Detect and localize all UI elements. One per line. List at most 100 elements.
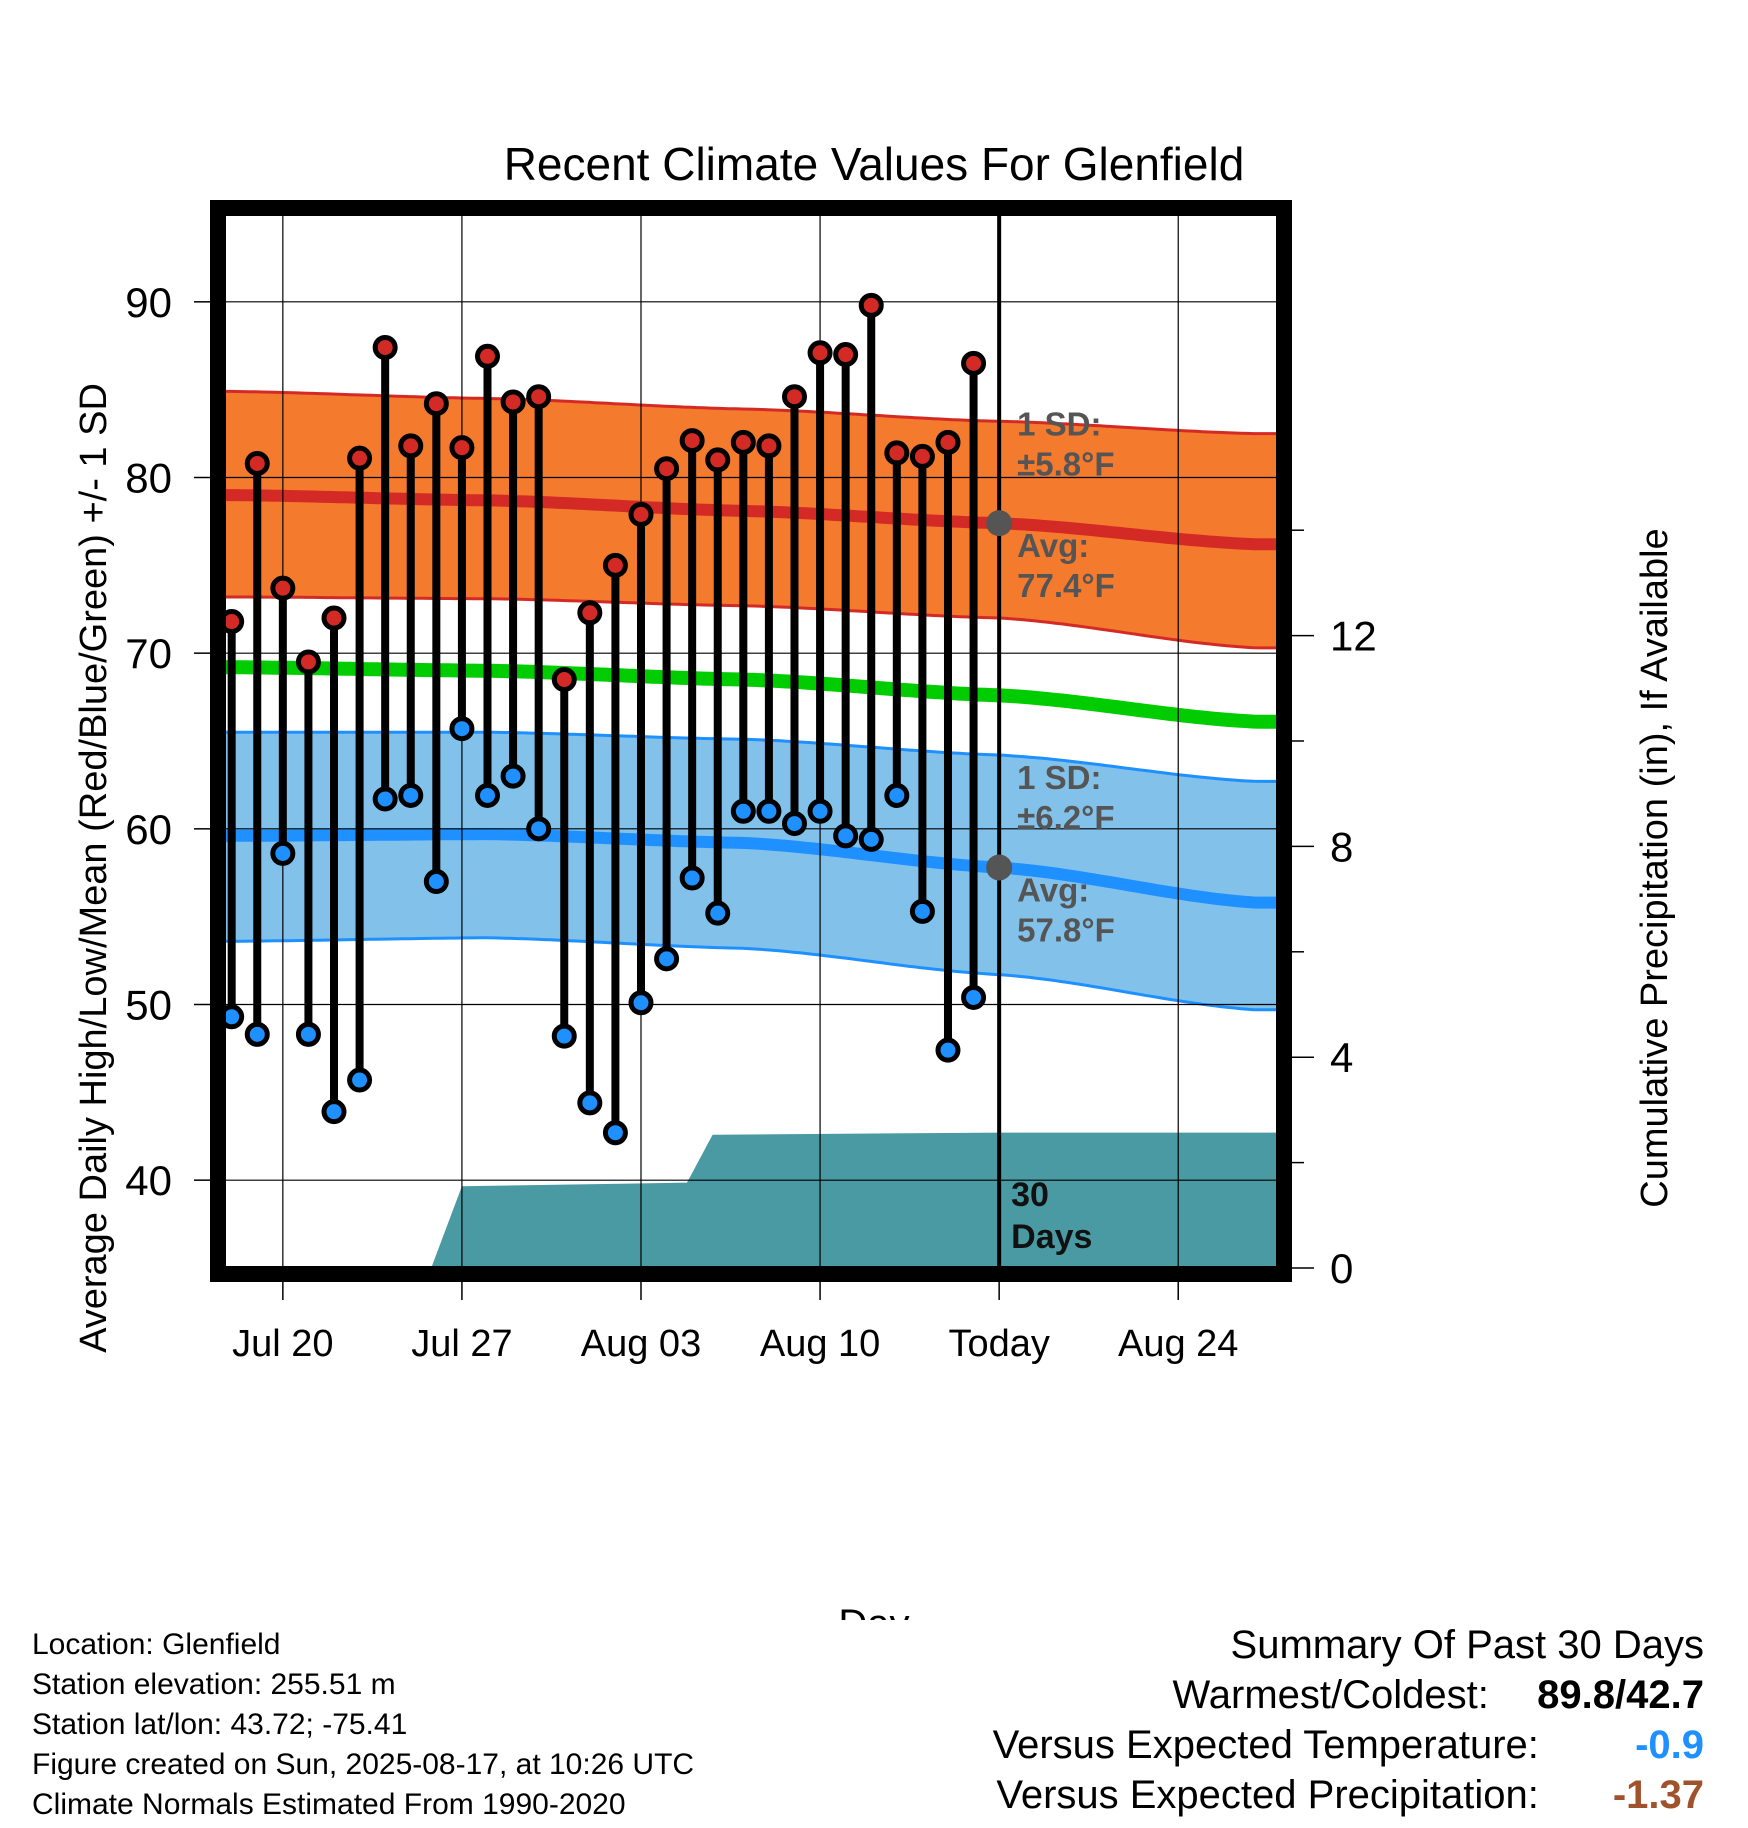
summary-temp-value: -0.9	[1635, 1723, 1704, 1767]
today-high-avg-marker	[986, 510, 1013, 537]
daily-low-point	[270, 840, 296, 866]
daily-low-point	[500, 763, 526, 789]
y2-axis-label: Cumulative Precipitation (in), If Availa…	[1634, 528, 1676, 1207]
high-sd-title-label: 1 SD:	[1017, 405, 1101, 442]
summary-temp-label: Versus Expected Temperature:	[992, 1723, 1539, 1767]
daily-low-point	[449, 716, 475, 742]
x-tick-label: Today	[948, 1323, 1049, 1365]
daily-high-point	[781, 384, 807, 410]
daily-high-point	[551, 667, 577, 693]
daily-high-point	[654, 456, 680, 482]
summary-warm-cold-value: 89.8/42.7	[1524, 1670, 1704, 1720]
y-tick-label: 80	[125, 455, 172, 502]
daily-low-point	[935, 1037, 961, 1063]
summary-panel: Summary Of Past 30 Days Warmest/Coldest:…	[993, 1620, 1704, 1820]
y2-tick-label: 8	[1330, 823, 1353, 870]
climate-chart: Recent Climate Values For Glenfield 1 SD…	[73, 138, 1676, 1620]
days-word-label: Days	[1011, 1218, 1092, 1256]
daily-high-point	[909, 443, 935, 469]
info-elevation: Station elevation: 255.51 m	[32, 1668, 396, 1701]
summary-coldest: 42.7	[1626, 1673, 1704, 1717]
today-low-avg-marker	[986, 854, 1013, 881]
low-avg-line	[224, 828, 1278, 909]
plot-content	[224, 214, 1278, 1268]
daily-low-point	[909, 898, 935, 924]
y2-tick-label: 0	[1330, 1245, 1353, 1292]
daily-high-point	[679, 428, 705, 454]
daily-low-point	[526, 816, 552, 842]
y-tick-label: 50	[125, 982, 172, 1029]
y2-tick-label: 4	[1330, 1034, 1353, 1081]
daily-low-point	[833, 823, 859, 849]
daily-low-point	[372, 786, 398, 812]
info-normals: Climate Normals Estimated From 1990-2020	[32, 1788, 626, 1821]
daily-low-point	[224, 1004, 245, 1030]
low-sd-value-label: ±6.2°F	[1017, 799, 1114, 836]
plot-frame	[210, 200, 1292, 1282]
precip-area	[224, 1132, 1278, 1268]
x-tick-label: Jul 27	[411, 1323, 512, 1365]
high-avg-value-label: 77.4°F	[1017, 567, 1115, 604]
daily-high-point	[449, 435, 475, 461]
summary-temp-row: Versus Expected Temperature: -0.9	[993, 1720, 1704, 1770]
x-tick-label: Aug 10	[760, 1323, 880, 1365]
daily-low-point	[602, 1120, 628, 1146]
x-axis-label: Day	[838, 1602, 909, 1620]
summary-sep: /	[1615, 1673, 1627, 1717]
y-axis-label: Average Daily High/Low/Mean (Red/Blue/Gr…	[73, 383, 115, 1353]
high-sd-upper-line	[224, 389, 1278, 436]
daily-high-point	[423, 391, 449, 417]
daily-low-point	[730, 798, 756, 824]
x-tick-label: Aug 03	[581, 1323, 701, 1365]
daily-high-point	[321, 605, 347, 631]
daily-low-point	[423, 869, 449, 895]
daily-low-point	[705, 900, 731, 926]
y2-tick-label: 12	[1330, 613, 1377, 660]
chart-title: Recent Climate Values For Glenfield	[504, 138, 1245, 190]
x-tick-label: Jul 20	[232, 1323, 333, 1365]
info-created: Figure created on Sun, 2025-08-17, at 10…	[32, 1748, 695, 1781]
low-sd-lower-line	[224, 936, 1278, 1012]
daily-low-point	[475, 782, 500, 808]
low-sd-upper-line	[224, 730, 1278, 783]
high-sd-lower-line	[224, 595, 1278, 650]
daily-high-point	[756, 433, 782, 459]
daily-high-point	[398, 433, 424, 459]
daily-low-point	[807, 798, 833, 824]
daily-low-point	[244, 1021, 270, 1047]
y-tick-label: 40	[125, 1157, 172, 1204]
low-avg-value-label: 57.8°F	[1017, 911, 1115, 948]
daily-low-point	[756, 798, 782, 824]
daily-high-point	[295, 649, 321, 675]
daily-low-point	[551, 1023, 577, 1049]
daily-high-point	[372, 335, 398, 361]
daily-low-point	[398, 782, 424, 808]
daily-high-point	[858, 292, 884, 318]
y-tick-label: 90	[125, 279, 172, 326]
daily-low-point	[679, 865, 705, 891]
daily-low-point	[295, 1021, 321, 1047]
summary-title: Summary Of Past 30 Days	[1230, 1623, 1704, 1667]
daily-low-point	[961, 984, 987, 1010]
daily-high-point	[730, 429, 756, 455]
daily-low-point	[858, 826, 884, 852]
high-sd-value-label: ±5.8°F	[1017, 445, 1114, 482]
summary-precip-row: Versus Expected Precipitation: -1.37	[993, 1770, 1704, 1820]
daily-high-point	[935, 429, 961, 455]
daily-low-point	[577, 1090, 603, 1116]
daily-high-point	[833, 342, 859, 368]
y-tick-label: 60	[125, 806, 172, 853]
daily-high-point	[475, 343, 500, 369]
info-location: Location: Glenfield	[32, 1628, 281, 1661]
daily-high-point	[347, 445, 373, 471]
summary-precip-label: Versus Expected Precipitation:	[996, 1773, 1539, 1817]
days-count-label: 30	[1011, 1176, 1049, 1214]
daily-low-point	[321, 1099, 347, 1125]
daily-high-point	[577, 600, 603, 626]
summary-warm-cold-row: Warmest/Coldest: 89.8/42.7	[993, 1670, 1705, 1720]
daily-low-point	[628, 990, 654, 1016]
daily-high-point	[244, 450, 270, 476]
daily-low-point	[781, 811, 807, 837]
daily-high-point	[526, 384, 552, 410]
